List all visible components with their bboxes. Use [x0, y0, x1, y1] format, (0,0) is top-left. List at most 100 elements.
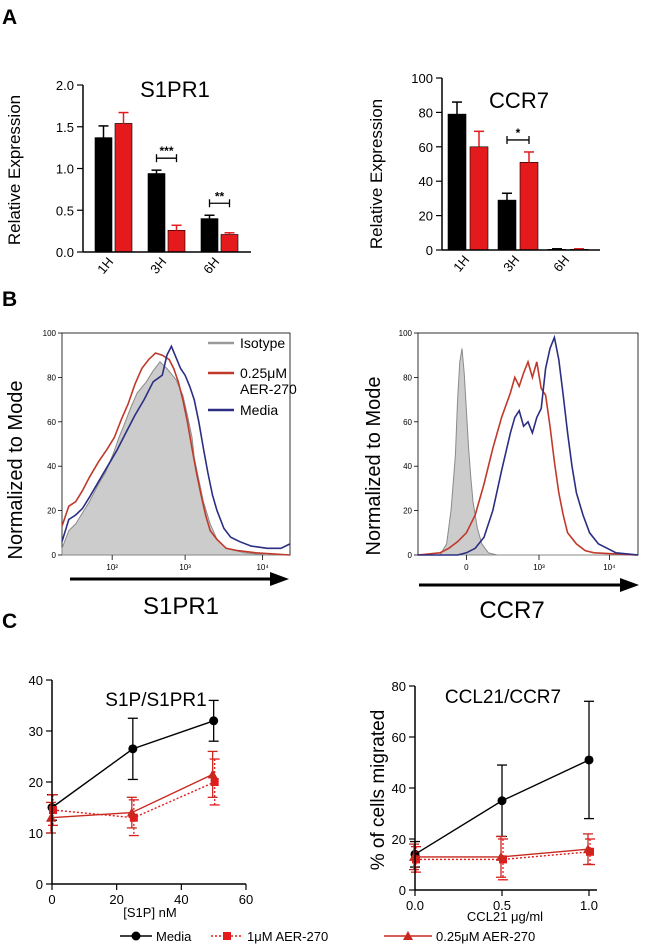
y-tick-label: 0 — [399, 883, 406, 898]
legend-panel-c: Media 1μM AER-270 0.25μM AER-270 — [120, 929, 535, 944]
x-arrow-head — [620, 578, 639, 592]
y-axis-title: Relative Expression — [5, 95, 24, 245]
y-tick-label: 40 — [403, 462, 412, 471]
histogram-line — [61, 344, 291, 550]
panel-label-b: B — [2, 288, 17, 311]
legend-label-aer1: 1μM AER-270 — [247, 929, 328, 944]
x-tick-label: 3H — [500, 252, 522, 274]
y-tick-label: 20 — [419, 209, 433, 224]
data-point — [129, 813, 138, 822]
x-axis-title: [S1P] nM — [123, 905, 176, 920]
significance-label: *** — [159, 144, 173, 158]
x-tick-label: 40 — [174, 892, 188, 907]
chart-title: CCR7 — [489, 88, 549, 113]
y-axis-title: % of cells migrated — [368, 710, 389, 871]
x-tick-label: 10² — [106, 563, 118, 572]
line-chart-s1p: S1P/S1PR1 0 10 20 30 40 0 20 40 60 [S1P] nM — [29, 673, 254, 920]
significance-label: ** — [215, 189, 225, 203]
data-point — [584, 755, 594, 765]
x-axis-title: CCL21 μg/ml — [467, 909, 543, 924]
x-tick-label: 10³ — [179, 563, 191, 572]
x-axis-title: S1PR1 — [143, 593, 219, 620]
bar — [519, 161, 539, 251]
bar — [147, 173, 166, 253]
legend-marker-aer025 — [403, 931, 413, 940]
y-tick-label: 40 — [419, 174, 433, 189]
x-tick-label: 10³ — [533, 563, 545, 572]
bar — [114, 123, 133, 253]
legend-marker-media — [131, 931, 141, 941]
legend-label-isotype: Isotype — [240, 335, 285, 351]
y-axis-title: Relative Expression — [367, 99, 386, 249]
y-tick-label: 80 — [47, 373, 56, 382]
legend-label-aer-line2: AER-270 — [240, 381, 297, 397]
legend: Isotype 0.25μM AER-270 Media — [208, 335, 297, 418]
panel-label-c: C — [2, 610, 17, 633]
y-tick-label: 40 — [29, 673, 43, 688]
y-tick-label: 100 — [399, 329, 413, 338]
data-point — [210, 778, 219, 786]
y-tick-label: 0 — [408, 551, 413, 560]
data-point — [49, 806, 57, 815]
x-tick-label: 60 — [239, 892, 253, 907]
data-point — [497, 796, 507, 806]
y-tick-label: 1.0 — [56, 162, 74, 177]
y-tick-label: 2.0 — [56, 78, 74, 93]
x-tick-label: 3H — [147, 254, 169, 276]
legend-label-media: Media — [156, 929, 192, 944]
histogram-line — [417, 359, 639, 556]
data-point — [409, 851, 419, 861]
bar — [167, 229, 186, 253]
x-tick-label: 6H — [200, 254, 222, 276]
bar — [469, 146, 489, 251]
y-tick-label: 100 — [43, 329, 57, 338]
y-tick-label: 0 — [52, 551, 57, 560]
panel-label-a: A — [2, 6, 17, 29]
y-tick-label: 0 — [36, 877, 43, 892]
x-tick-label: 20 — [109, 892, 123, 907]
data-point — [583, 844, 593, 854]
x-arrow-head — [270, 572, 289, 586]
data-point — [496, 851, 506, 861]
y-tick-label: 60 — [47, 418, 56, 427]
y-tick-label: 20 — [392, 832, 406, 847]
y-tick-label: 0 — [426, 243, 433, 258]
data-point — [46, 812, 56, 822]
histogram-fill — [418, 348, 638, 556]
y-tick-label: 10 — [29, 826, 43, 841]
chart-title: CCL21/CCR7 — [445, 687, 561, 708]
data-point — [209, 716, 219, 726]
y-tick-label: 20 — [403, 507, 412, 516]
x-axis-title: CCR7 — [479, 597, 544, 624]
y-tick-label: 0.5 — [56, 203, 74, 218]
histogram-ccr7: 0 20 40 60 80 100 0 10³ 10⁴ Normalized to Mode C… — [363, 329, 639, 624]
x-tick-label: 10⁴ — [603, 563, 616, 572]
x-tick-label: 6H — [550, 252, 572, 274]
chart-title: S1PR1 — [140, 77, 210, 102]
x-tick-label: 1H — [94, 254, 116, 276]
data-point — [126, 807, 137, 817]
bar — [94, 137, 113, 253]
significance-label: * — [516, 126, 521, 140]
legend-label-media: Media — [240, 402, 278, 418]
y-tick-label: 100 — [411, 71, 433, 86]
y-tick-label: 60 — [392, 730, 406, 745]
x-tick-label: 1.0 — [580, 898, 598, 913]
histogram-s1pr1: 0 20 40 60 80 100 10² 10³ 10⁴ Normalized to Mode… — [5, 329, 297, 620]
legend-marker-aer1 — [223, 932, 231, 940]
bar — [200, 218, 219, 253]
y-tick-label: 1.5 — [56, 120, 74, 135]
y-tick-label: 30 — [29, 724, 43, 739]
chart-title: S1P/S1PR1 — [105, 690, 206, 711]
x-tick-label: 0.5 — [493, 898, 511, 913]
line-chart-ccl21: CCL21/CCR7 % of cells migrated 0 20 40 60 80… — [368, 679, 598, 924]
y-tick-label: 40 — [392, 781, 406, 796]
series-line — [416, 851, 591, 861]
bar — [447, 113, 467, 251]
x-tick-label: 0 — [464, 563, 469, 572]
y-tick-label: 0.0 — [56, 245, 74, 260]
bar — [497, 199, 517, 251]
y-tick-label: 80 — [392, 679, 406, 694]
legend-label-aer025: 0.25μM AER-270 — [436, 929, 535, 944]
